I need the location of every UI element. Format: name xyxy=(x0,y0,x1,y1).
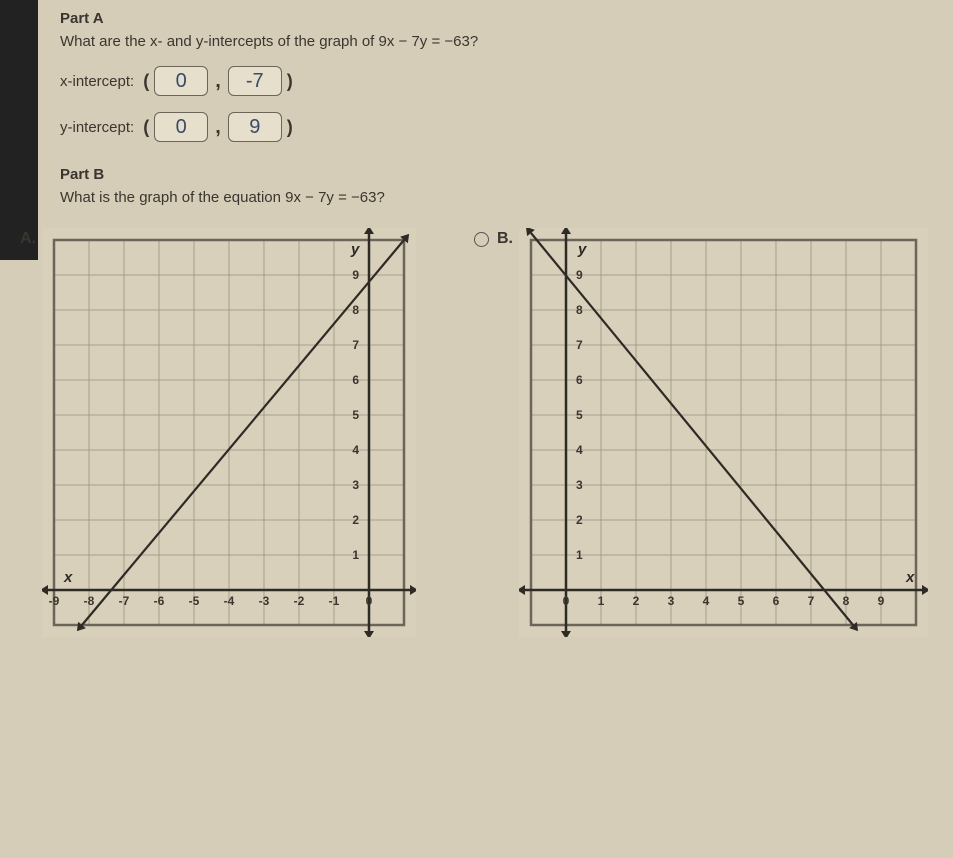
svg-text:7: 7 xyxy=(352,338,359,352)
close-paren: ) xyxy=(287,117,293,138)
choice-b-letter: B. xyxy=(497,230,513,248)
y-intercept-row: y-intercept: ( 0 , 9 ) xyxy=(60,112,943,142)
svg-text:8: 8 xyxy=(843,594,850,608)
y-intercept-input-2[interactable]: 9 xyxy=(228,112,282,142)
svg-text:-2: -2 xyxy=(294,594,305,608)
svg-text:-5: -5 xyxy=(189,594,200,608)
svg-text:6: 6 xyxy=(352,373,359,387)
choice-a-block: A. -9 -8 -7 -6 -5 -4 -3 -2 -1 0 1 2 3 4 5 6 7 8 9 x y xyxy=(20,228,460,637)
svg-text:5: 5 xyxy=(738,594,745,608)
svg-text:y: y xyxy=(577,241,587,258)
svg-text:8: 8 xyxy=(576,303,583,317)
svg-text:1: 1 xyxy=(352,548,359,562)
part-b-heading: Part B xyxy=(60,166,943,183)
x-intercept-input-1[interactable]: 0 xyxy=(154,66,208,96)
svg-text:-1: -1 xyxy=(329,594,340,608)
svg-text:3: 3 xyxy=(576,478,583,492)
svg-text:x: x xyxy=(905,569,915,586)
choice-b-radio[interactable] xyxy=(474,232,489,247)
svg-text:6: 6 xyxy=(576,373,583,387)
x-intercept-input-2[interactable]: -7 xyxy=(228,66,282,96)
svg-text:4: 4 xyxy=(352,443,359,457)
part-a-heading: Part A xyxy=(60,10,943,27)
svg-text:x: x xyxy=(63,569,73,586)
svg-text:0: 0 xyxy=(563,594,570,608)
svg-text:6: 6 xyxy=(773,594,780,608)
svg-text:-4: -4 xyxy=(224,594,235,608)
choice-a-letter: A. xyxy=(20,230,36,248)
svg-text:3: 3 xyxy=(352,478,359,492)
svg-text:y: y xyxy=(350,241,360,258)
svg-text:1: 1 xyxy=(598,594,605,608)
svg-text:-6: -6 xyxy=(154,594,165,608)
svg-text:0: 0 xyxy=(366,594,373,608)
graph-b: 0 1 2 3 4 5 6 7 8 9 1 2 3 4 5 6 7 8 9 x y xyxy=(519,228,928,637)
svg-text:9: 9 xyxy=(352,268,359,282)
svg-text:2: 2 xyxy=(633,594,640,608)
svg-text:-7: -7 xyxy=(119,594,130,608)
x-intercept-row: x-intercept: ( 0 , -7 ) xyxy=(60,66,943,96)
svg-text:1: 1 xyxy=(576,548,583,562)
svg-text:-9: -9 xyxy=(49,594,60,608)
svg-text:4: 4 xyxy=(576,443,583,457)
y-intercept-input-1[interactable]: 0 xyxy=(154,112,208,142)
svg-text:2: 2 xyxy=(352,513,359,527)
svg-text:-3: -3 xyxy=(259,594,270,608)
svg-text:4: 4 xyxy=(703,594,710,608)
worksheet-page: Part A What are the x- and y-intercepts … xyxy=(0,0,953,858)
svg-text:3: 3 xyxy=(668,594,675,608)
open-paren: ( xyxy=(143,117,149,138)
part-b-question: What is the graph of the equation 9x − 7… xyxy=(60,189,943,206)
part-b-block: Part B What is the graph of the equation… xyxy=(60,166,943,206)
svg-text:9: 9 xyxy=(576,268,583,282)
comma: , xyxy=(215,116,221,139)
choice-b-block[interactable]: B. 0 1 2 3 4 5 6 7 8 9 1 2 3 4 5 6 7 8 9 x y xyxy=(474,228,928,637)
svg-text:8: 8 xyxy=(352,303,359,317)
svg-text:9: 9 xyxy=(878,594,885,608)
close-paren: ) xyxy=(287,71,293,92)
svg-text:-8: -8 xyxy=(84,594,95,608)
comma: , xyxy=(215,70,221,93)
open-paren: ( xyxy=(143,71,149,92)
svg-text:5: 5 xyxy=(576,408,583,422)
y-intercept-label: y-intercept: xyxy=(60,119,134,136)
part-a-question: What are the x- and y-intercepts of the … xyxy=(60,33,943,50)
svg-text:7: 7 xyxy=(576,338,583,352)
svg-text:7: 7 xyxy=(808,594,815,608)
graphs-row: A. -9-8-7-6-5-4-3-2-10123456789xy B. 012… xyxy=(60,228,943,637)
svg-text:5: 5 xyxy=(352,408,359,422)
graph-a: -9 -8 -7 -6 -5 -4 -3 -2 -1 0 1 2 3 4 5 6 7 8 9 x y xyxy=(42,228,416,637)
svg-text:2: 2 xyxy=(576,513,583,527)
x-intercept-label: x-intercept: xyxy=(60,73,134,90)
